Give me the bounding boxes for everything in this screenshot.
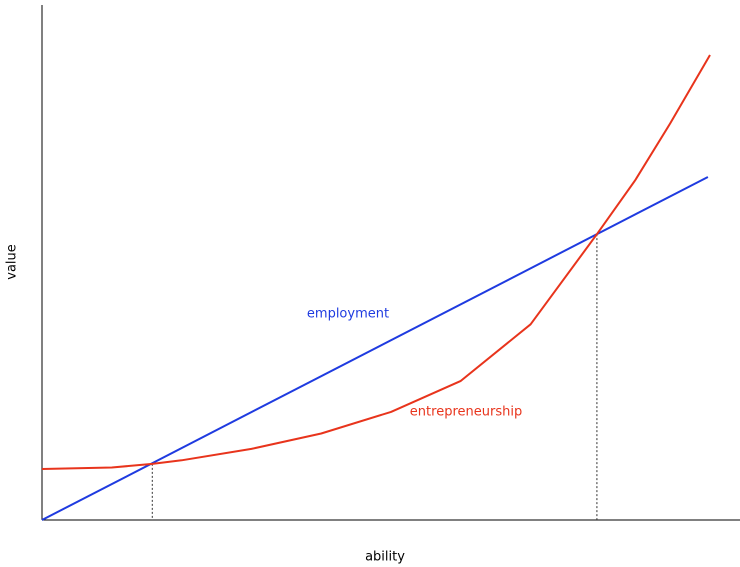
y-axis-label: value [5,244,20,280]
line [41,54,711,470]
line [41,176,709,521]
series-label: entrepreneurship [410,405,522,420]
series-label: employment [307,307,389,322]
x-axis-label: ability [365,550,405,565]
